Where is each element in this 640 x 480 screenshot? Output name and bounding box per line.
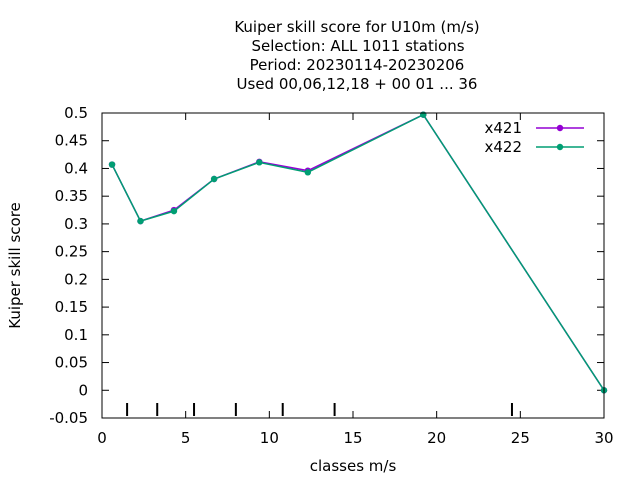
legend-label: x422 <box>484 138 522 156</box>
x-tick-label: 25 <box>511 429 530 447</box>
y-tick-label: 0 <box>78 381 88 399</box>
y-axis-label: Kuiper skill score <box>6 202 24 329</box>
y-tick-label: 0.35 <box>55 187 88 205</box>
data-point <box>210 175 218 183</box>
data-point <box>420 111 427 118</box>
x-axis-ticks: 0 5 10 15 20 25 30 <box>97 113 614 447</box>
title-line: Period: 20230114-20230206 <box>250 56 465 74</box>
data-point <box>256 159 263 166</box>
data-series <box>108 111 608 394</box>
y-tick-label: 0.05 <box>55 354 88 372</box>
legend-swatch-point <box>556 143 564 151</box>
y-tick-label: 0.3 <box>64 215 88 233</box>
y-tick-label: 0.5 <box>64 104 88 122</box>
x-tick-label: 30 <box>594 429 613 447</box>
class-boundary-markers <box>126 403 513 416</box>
x-tick-label: 20 <box>427 429 446 447</box>
series-line <box>111 113 605 391</box>
x-tick-label: 0 <box>97 429 107 447</box>
title-line: Kuiper skill score for U10m (m/s) <box>234 18 479 36</box>
data-point <box>137 217 144 225</box>
x-tick-label: 15 <box>343 429 362 447</box>
data-point <box>304 169 312 176</box>
y-tick-label: 0.15 <box>55 298 88 316</box>
y-tick-label: 0.25 <box>55 243 88 261</box>
series-line <box>111 113 605 391</box>
y-tick-label: 0.1 <box>64 326 88 344</box>
x-tick-label: 10 <box>260 429 279 447</box>
series-x421 <box>108 111 608 394</box>
title-line: Used 00,06,12,18 + 00 01 ... 36 <box>237 75 478 93</box>
series-x422 <box>108 111 608 394</box>
x-tick-label: 5 <box>181 429 191 447</box>
data-point <box>108 161 116 168</box>
y-axis-ticks: -0.05 0 0.05 0.1 0.15 0.2 0.25 0.3 0.35 0.4 0.45 0.… <box>49 104 604 427</box>
y-tick-label: 0.2 <box>64 270 88 288</box>
plot-frame <box>101 112 605 419</box>
chart-title: Kuiper skill score for U10m (m/s)Selecti… <box>234 18 479 93</box>
y-tick-label: 0.45 <box>55 132 88 150</box>
legend-swatch-point <box>556 124 564 132</box>
y-tick-label: 0.4 <box>64 159 88 177</box>
legend-label: x421 <box>484 119 522 137</box>
y-tick-label: -0.05 <box>49 409 88 427</box>
title-line: Selection: ALL 1011 stations <box>251 37 464 55</box>
data-point <box>170 207 178 215</box>
x-axis-label: classes m/s <box>310 457 397 475</box>
